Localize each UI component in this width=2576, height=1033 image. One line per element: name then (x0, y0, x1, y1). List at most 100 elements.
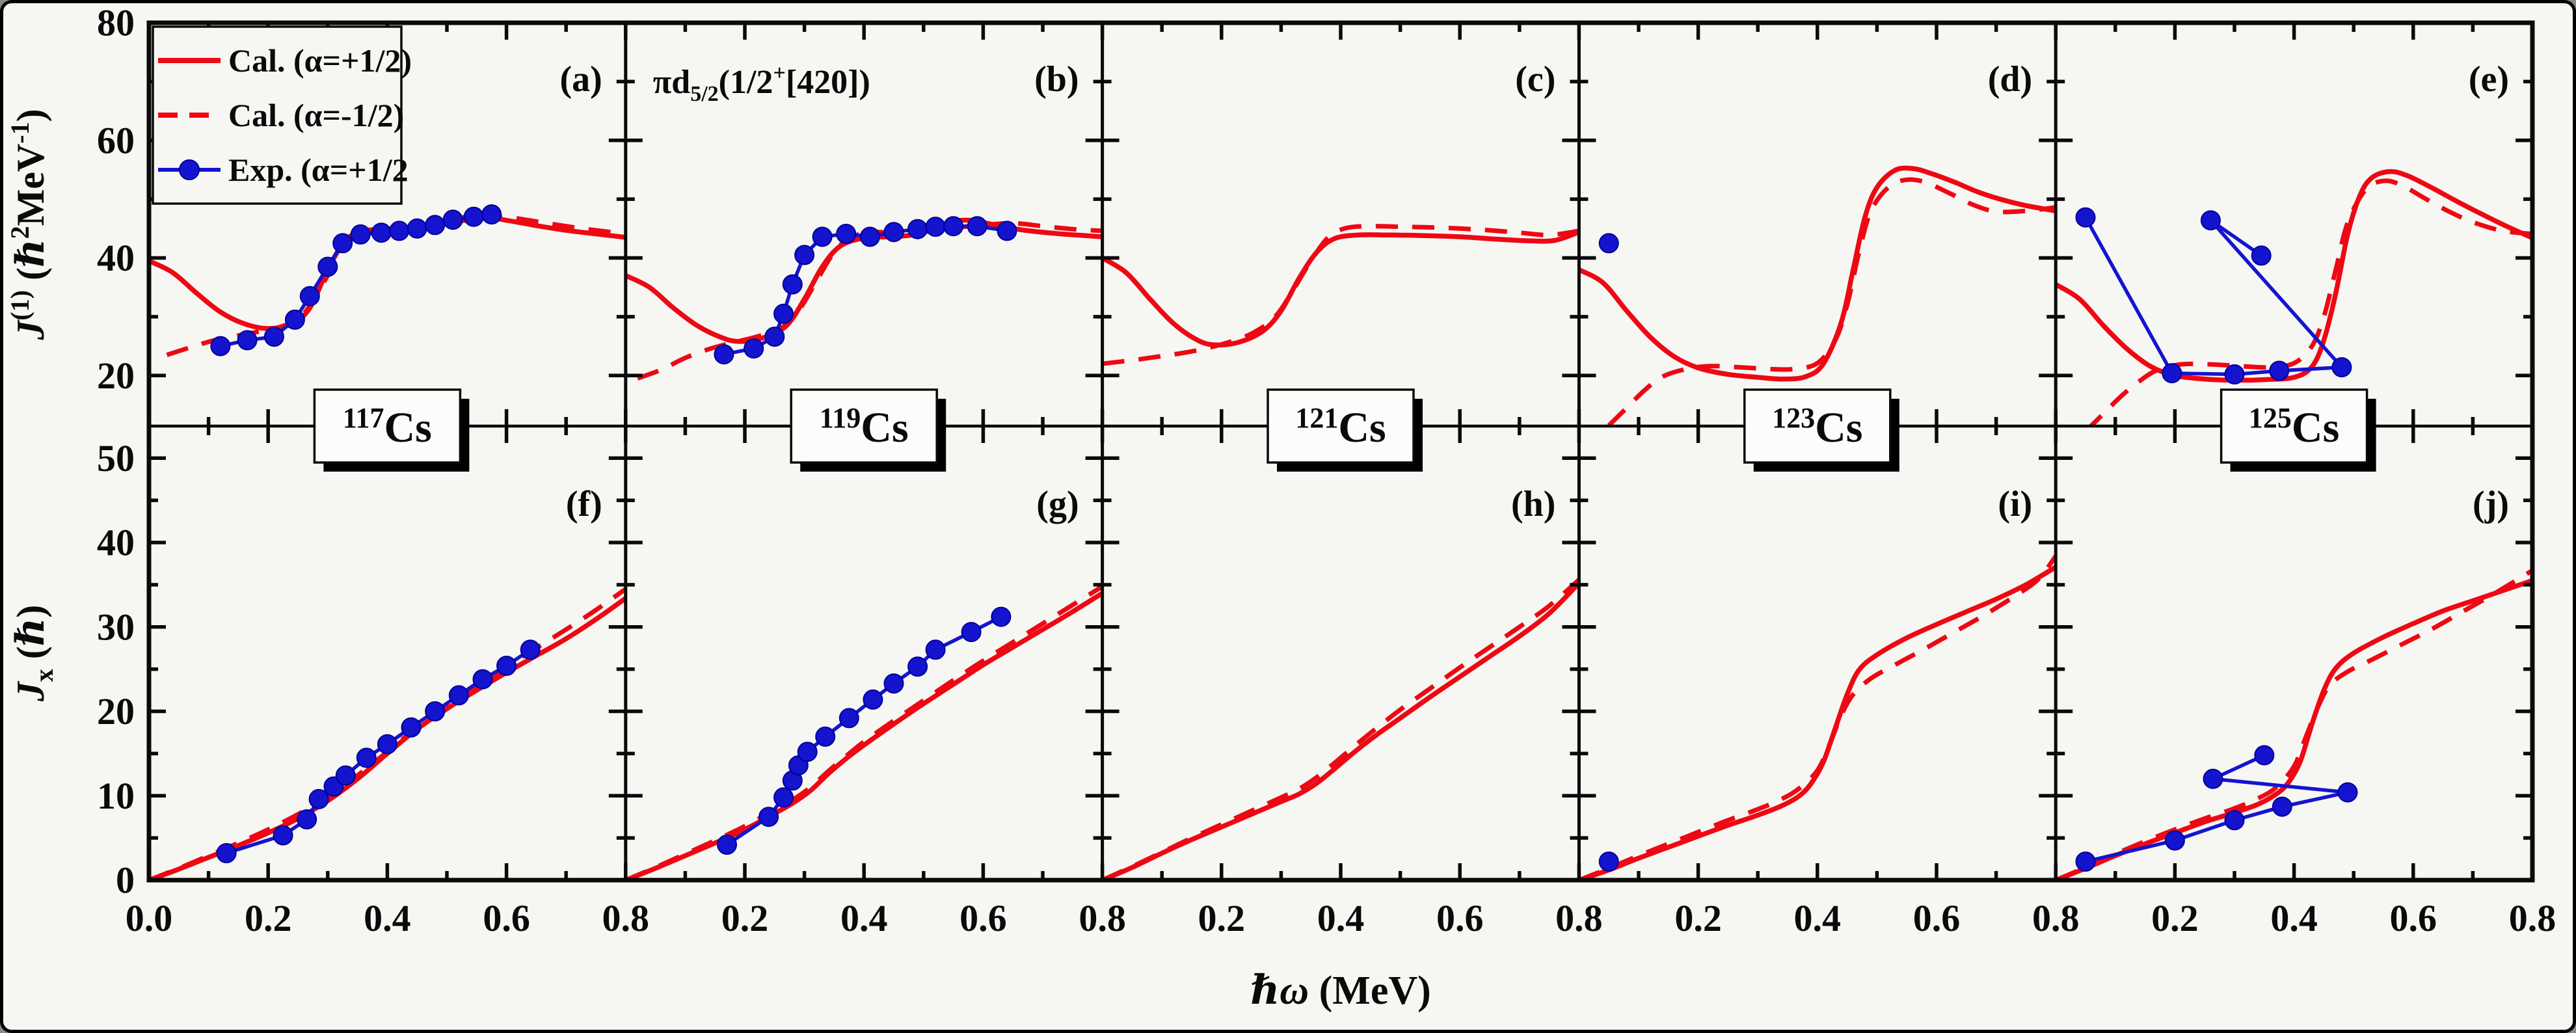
exp-point (401, 717, 422, 738)
exp-point (216, 843, 237, 863)
cal-plus-curve (1102, 581, 1579, 880)
cal-minus-curve (2087, 178, 2532, 426)
cal-minus-curve (1607, 177, 2056, 426)
exp-point (773, 787, 794, 808)
exp-point (883, 673, 904, 694)
exp-point (717, 835, 737, 855)
panels (149, 165, 2532, 880)
exp-point (2251, 245, 2272, 266)
isotope-box (790, 388, 938, 464)
y-tick-label-top: 80 (97, 3, 135, 44)
exp-point (2272, 796, 2292, 817)
isotope-label-125cs: 125Cs (2220, 388, 2376, 472)
exp-point (714, 344, 734, 365)
exp-point (1598, 852, 1619, 872)
exp-point (425, 215, 446, 235)
exp-point (2075, 207, 2096, 228)
isotope-text: 123Cs (1772, 402, 1862, 451)
exp-point (2224, 810, 2245, 831)
exp-point (332, 233, 353, 254)
x-tick-label: 0.4 (2270, 897, 2318, 939)
y-tick-label-top: 60 (97, 119, 135, 161)
y-tick-label-bottom: 40 (97, 522, 135, 564)
isotope-box (1267, 388, 1415, 464)
exp-point (496, 656, 517, 676)
exp-point (284, 309, 305, 330)
x-tick-label: 0.6 (1436, 897, 1484, 939)
y-tick-label-top: 40 (97, 237, 135, 279)
x-tick-label: 0.4 (364, 897, 411, 939)
x-axis-label: ℏω (MeV) (1250, 969, 1431, 1013)
panel-c (1102, 224, 1579, 366)
exp-point (448, 685, 469, 706)
x-tick-label: 0.4 (1794, 897, 1842, 939)
isotope-text: 119Cs (820, 402, 909, 451)
exp-point (2162, 363, 2182, 384)
exp-point (472, 669, 493, 690)
y-axis-label-jx: Jx (ℏ) (9, 605, 59, 703)
x-tick-label: 0.4 (840, 897, 888, 939)
x-tick-label: 0.6 (1913, 897, 1961, 939)
isotope-text: 117Cs (343, 402, 432, 451)
orbital-config-label: πd5/2(1/2+[420]) (653, 61, 870, 106)
y-tick-label-bottom: 30 (97, 606, 135, 648)
panel-d (1579, 165, 2056, 426)
exp-point (356, 747, 377, 768)
exp-point (961, 622, 982, 643)
exp-point (794, 245, 815, 265)
panel-letter-h: (h) (1511, 484, 1555, 524)
exp-point (907, 219, 928, 239)
y-tick-label-top: 20 (97, 355, 135, 397)
panel-i (1579, 554, 2056, 880)
exp-point (2203, 768, 2223, 789)
exp-point (263, 327, 284, 347)
exp-point (350, 224, 371, 245)
exp-point (463, 206, 484, 227)
panel-letter-b: (b) (1034, 59, 1079, 100)
exp-point (299, 286, 320, 306)
panel-letter-c: (c) (1515, 59, 1555, 100)
exp-point (836, 224, 857, 244)
exp-point (758, 807, 779, 827)
exp-point (442, 209, 463, 230)
x-tick-label: 0.6 (2390, 897, 2437, 939)
cal-plus-curve (1579, 165, 2056, 382)
cal-plus-curve (625, 217, 1103, 344)
legend-item-label: Cal. (α=+1/2) (228, 42, 412, 79)
isotope-label-121cs: 121Cs (1267, 388, 1423, 472)
exp-point (237, 330, 258, 351)
exp-point (815, 726, 836, 747)
cal-plus-curve (1102, 230, 1579, 348)
exp-point (883, 222, 904, 243)
exp-point (407, 218, 427, 239)
panel-letter-a: (a) (560, 59, 602, 100)
x-tick-label: 0.2 (1674, 897, 1722, 939)
y-tick-label-bottom: 50 (97, 437, 135, 479)
exp-point (2269, 360, 2290, 381)
cs-isotopes-moment-of-inertia-figure: 80 60 40 20 50 40 30 20 10 00.0 0.2 0.4 0.6 0.8 0.2 0.4… (5, 3, 2556, 1013)
y-tick-label-bottom: 10 (97, 775, 135, 817)
exp-point (297, 809, 317, 830)
exp-point (371, 222, 392, 243)
panel-letter-j: (j) (2473, 484, 2509, 524)
exp-point (2164, 830, 2185, 851)
x-tick-label: 0.8 (1555, 897, 1603, 939)
exp-point (773, 303, 794, 324)
y-tick-label-bottom: 20 (97, 690, 135, 732)
cal-plus-curve (1579, 565, 2056, 880)
x-tick-label: 0.2 (2151, 897, 2199, 939)
legend-exp-marker (179, 159, 200, 180)
exp-point (2200, 210, 2221, 231)
isotope-box (1743, 388, 1892, 464)
cal-minus-curve (1102, 224, 1579, 366)
exp-point (925, 217, 946, 237)
x-tick-label: 0.6 (483, 897, 530, 939)
exp-point (2331, 357, 2352, 378)
panel-b (625, 216, 1103, 381)
exp-point (273, 825, 293, 846)
exp-point (797, 742, 818, 762)
x-tick-label: 0.2 (245, 897, 292, 939)
legend-item-label: Exp. (α=+1/2 (228, 152, 409, 188)
exp-point (210, 336, 231, 356)
exp-point (744, 338, 764, 359)
